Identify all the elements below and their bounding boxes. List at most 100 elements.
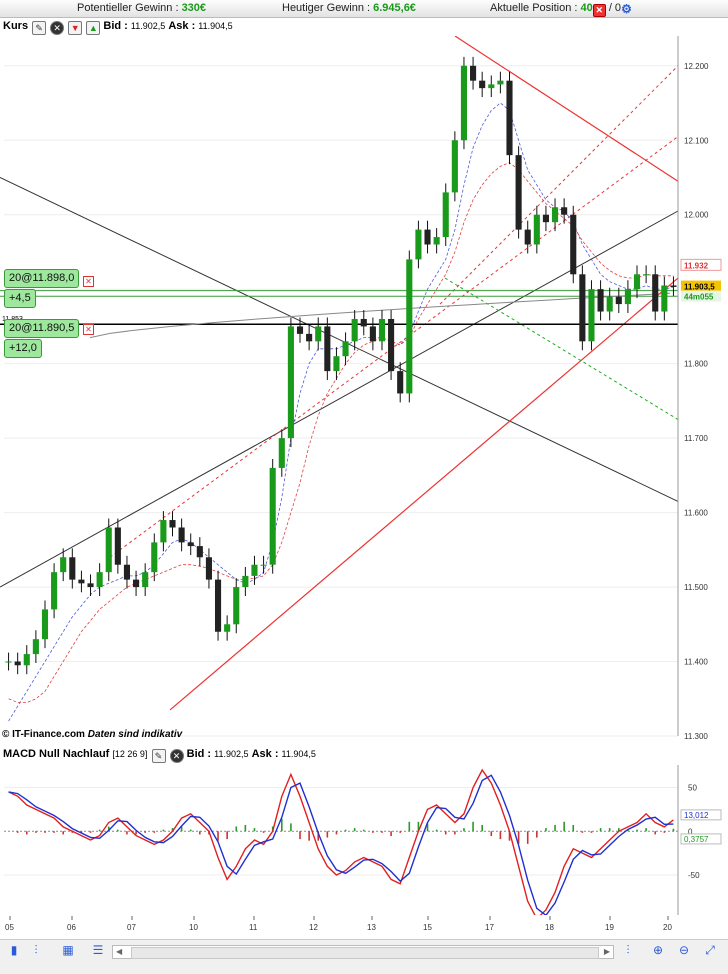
candle-body — [388, 318, 395, 372]
order-box-1[interactable]: 20@11.898,0 — [4, 269, 80, 288]
current-position-value: 40 — [580, 2, 593, 14]
bid-value: 11.902,5 — [130, 21, 166, 31]
price-tag-bg — [681, 290, 721, 302]
candle-body — [296, 326, 304, 334]
macd-panel-title: MACD Null Nachlauf — [3, 748, 110, 760]
candle-body — [51, 572, 58, 610]
candle-body — [169, 520, 176, 528]
candle-body — [269, 467, 276, 565]
price-chart[interactable]: 12.20012.10012.00011.90011.80011.70011.6… — [0, 36, 728, 744]
scroll-right-icon[interactable]: ▶ — [603, 947, 610, 956]
y-tick-label: 11.700 — [684, 434, 708, 443]
sma-red-line — [8, 162, 674, 703]
macd-line — [8, 768, 674, 915]
candle-body — [652, 274, 659, 312]
candle-body — [451, 140, 458, 193]
macd-ask-value: 11.904,5 — [281, 749, 316, 759]
candle-body — [479, 80, 486, 89]
macd-value-tag-bg — [680, 833, 722, 845]
candle-body — [397, 371, 404, 394]
current-position-label: Aktuelle Position : — [490, 2, 578, 14]
close-panel-icon[interactable]: ✕ — [50, 21, 65, 35]
macd-hist-bar — [299, 831, 301, 840]
order-box-2[interactable]: 20@11.890,5 — [4, 319, 80, 338]
macd-hist-bar — [153, 831, 156, 833]
sell-arrow-icon[interactable]: ▼ — [68, 21, 83, 35]
candle-body — [424, 229, 431, 245]
macd-ask-label: Ask : — [251, 748, 279, 760]
candle-body — [105, 527, 112, 573]
macd-hist-bar — [636, 829, 638, 832]
candle-body — [597, 289, 604, 312]
zoom-in-icon[interactable]: ⊕ — [652, 943, 664, 957]
candle-body — [114, 527, 121, 565]
candle-body — [242, 575, 249, 588]
macd-hist-bar — [253, 828, 256, 832]
potential-gain-label: Potentieller Gewinn : — [77, 2, 179, 14]
sma-blue-line — [8, 102, 674, 722]
candle-body — [633, 274, 641, 290]
list-icon[interactable]: ☰ — [92, 943, 104, 957]
candle-body — [606, 296, 613, 312]
macd-wrench-icon[interactable]: ✎ — [151, 749, 166, 763]
candle-body — [142, 572, 149, 588]
macd-hist-bar — [235, 826, 238, 832]
candle-body — [23, 654, 30, 666]
candle-body — [324, 326, 331, 372]
candle-body — [643, 274, 650, 276]
macd-hist-bar — [244, 824, 247, 832]
y-tick-label: 11.800 — [684, 360, 708, 369]
y-tick-label: 11.500 — [684, 583, 708, 592]
macd-tick-label: -50 — [688, 871, 700, 880]
candle-body — [515, 155, 522, 230]
channel-mid-dashed — [109, 136, 679, 558]
buy-arrow-icon[interactable]: ▲ — [86, 21, 101, 35]
macd-hist-bar — [654, 831, 657, 835]
macd-hist-bar — [326, 831, 329, 838]
order-pl-1: +4,5 — [4, 289, 36, 308]
macd-chart[interactable]: 50 0 -50 13,012 0,3757 — [0, 765, 728, 915]
macd-hist-bar — [672, 828, 675, 832]
zoom-out-icon[interactable]: ⊖ — [678, 943, 690, 957]
candle-body — [542, 214, 549, 223]
indicator-icon[interactable]: ⫶ — [34, 943, 38, 957]
candle-body — [551, 207, 559, 223]
macd-close-icon[interactable]: ✕ — [169, 749, 184, 763]
calendar-icon[interactable]: ▦ — [62, 943, 74, 957]
macd-hist-bar — [472, 821, 474, 832]
macd-hist-bar — [117, 829, 119, 832]
macd-hist-bar — [454, 831, 456, 835]
candle-body — [378, 318, 386, 342]
price-panel-header: Kurs ✎ ✕ ▼ ▲ Bid : 11.902,5 Ask : 11.904… — [0, 20, 233, 36]
wrench-icon[interactable]: ✎ — [32, 21, 47, 35]
macd-hist-bar — [426, 823, 429, 832]
x-tick-label: 13 — [367, 923, 376, 932]
y-tick-label: 11.400 — [684, 658, 708, 667]
chart-tools-icon[interactable]: ⫶ — [626, 943, 630, 957]
close-position-icon[interactable]: ✕ — [592, 4, 606, 17]
macd-hist-bar — [335, 831, 338, 835]
macd-bid-label: Bid : — [186, 748, 212, 760]
macd-hist-bar — [390, 831, 392, 836]
credit-note: Daten sind indikativ — [87, 729, 183, 740]
signal-line — [8, 774, 674, 915]
macd-hist-bar — [171, 828, 174, 832]
candle-body — [96, 572, 103, 588]
order-pl-2: +12,0 — [4, 339, 42, 358]
scroll-thumb[interactable] — [131, 947, 599, 959]
candle-body — [187, 542, 194, 547]
candle-body — [233, 587, 240, 625]
macd-hist-bar — [399, 831, 402, 833]
candle-type-icon[interactable]: ▮ — [10, 943, 18, 957]
order-2-cancel-icon[interactable]: ✕ — [83, 324, 94, 335]
settings-gear-icon[interactable]: ⚙ — [621, 2, 632, 16]
candle-body — [306, 333, 313, 342]
macd-hist-bar — [98, 829, 101, 832]
order-1-cancel-icon[interactable]: ✕ — [83, 276, 94, 287]
data-credit: © IT-Finance.com Daten sind indikativ — [2, 729, 182, 740]
x-tick-label: 15 — [423, 923, 432, 932]
chart-scrollbar[interactable]: ◀ ▶ — [112, 945, 614, 959]
fit-chart-icon[interactable]: ⤢ — [705, 943, 715, 957]
x-tick-label: 05 — [5, 923, 14, 932]
scroll-left-icon[interactable]: ◀ — [116, 947, 123, 956]
